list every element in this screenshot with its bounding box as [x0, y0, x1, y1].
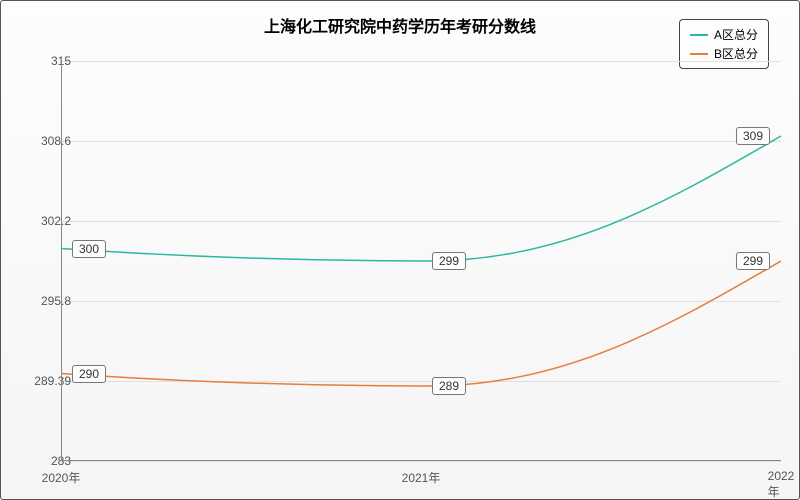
legend-swatch-b [690, 53, 708, 55]
x-tick-label: 2021年 [402, 469, 441, 486]
legend-label-a: A区总分 [714, 26, 758, 43]
legend-item-a: A区总分 [690, 26, 758, 43]
series-b-line [61, 261, 781, 386]
series-a-line [61, 136, 781, 261]
data-point-label: 300 [72, 240, 106, 258]
legend-label-b: B区总分 [714, 45, 758, 62]
legend-swatch-a [690, 34, 708, 36]
chart-title: 上海化工研究院中药学历年考研分数线 [264, 13, 536, 37]
data-point-label: 290 [72, 365, 106, 383]
x-tick-label: 2020年 [42, 469, 81, 486]
data-point-label: 299 [736, 252, 770, 270]
data-point-label: 299 [432, 252, 466, 270]
chart-container: 上海化工研究院中药学历年考研分数线 A区总分 B区总分 283289.39295… [0, 0, 800, 500]
data-point-label: 289 [432, 377, 466, 395]
legend-item-b: B区总分 [690, 45, 758, 62]
x-tick-label: 2022年 [768, 469, 795, 500]
data-point-label: 309 [736, 127, 770, 145]
line-layer [61, 61, 781, 461]
y-gridline [61, 461, 781, 462]
